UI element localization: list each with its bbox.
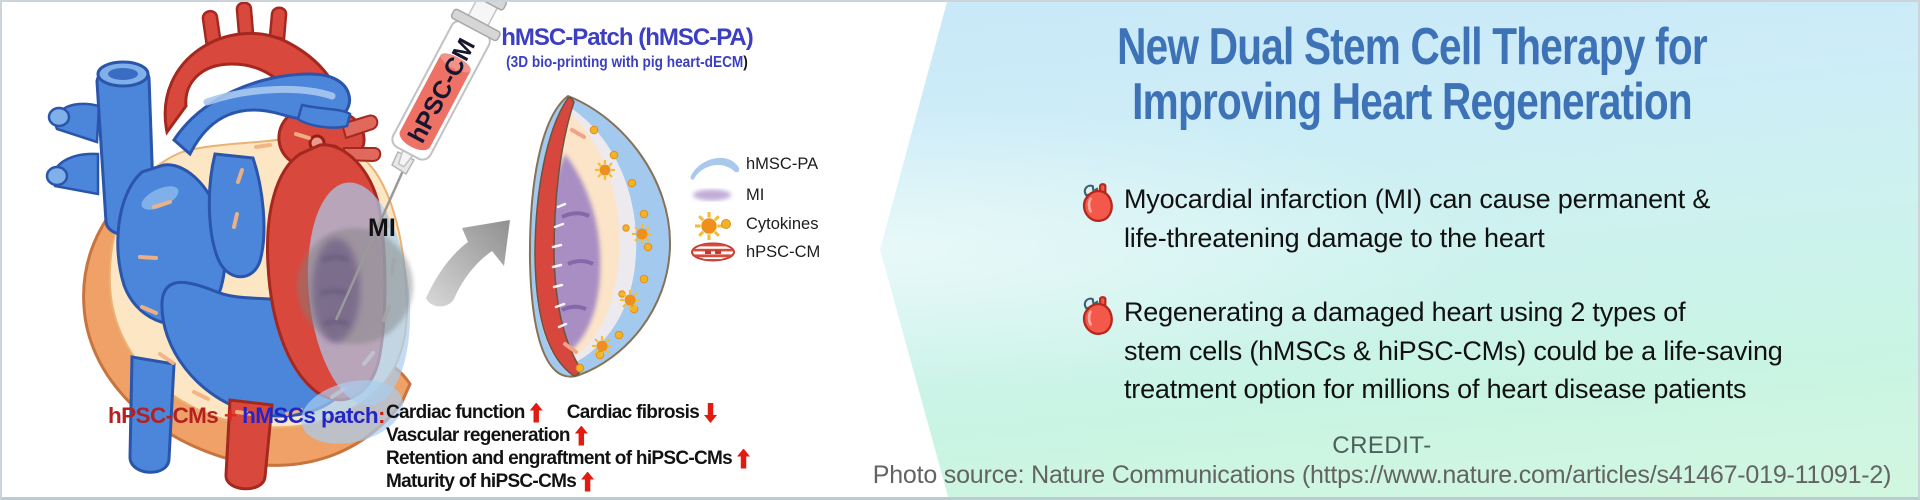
treatment-label: hPSC-CMs + hMSCs patch: bbox=[108, 403, 385, 429]
patch-subheading-suffix: ) bbox=[743, 54, 748, 71]
outcome-label: Cardiac fibrosis bbox=[566, 402, 700, 423]
patch-subheading-main: (3D bio-printing with pig heart-dECM bbox=[506, 54, 744, 71]
down-arrow-icon bbox=[704, 403, 717, 423]
anatomical-heart-icon bbox=[1082, 183, 1113, 222]
legend-icons bbox=[690, 157, 740, 262]
up-arrow-icon bbox=[737, 448, 751, 469]
patch-subheading: (3D bio-printing with pig heart-dECM) bbox=[464, 54, 790, 72]
treatment-label-hmsc: hMSCs patch bbox=[242, 403, 379, 428]
outcome-row: Vascular regeneration bbox=[386, 424, 750, 447]
treatment-label-hpsc: hPSC-CMs bbox=[108, 403, 219, 428]
hpsc-cm-cell-icon bbox=[691, 242, 735, 262]
credit-line: CREDIT- bbox=[1332, 432, 1432, 459]
bullet-text: Myocardial infarction (MI) can cause per… bbox=[1124, 184, 1711, 253]
up-arrow-icon bbox=[574, 425, 588, 446]
bullet-text: Regenerating a damaged heart using 2 typ… bbox=[1124, 297, 1783, 404]
outcome-label: Vascular regeneration bbox=[386, 425, 571, 446]
outcomes-list: Cardiac function Cardiac fibrosis Vascula… bbox=[386, 401, 751, 493]
hmsc-patch-illustration bbox=[528, 95, 672, 378]
page-title-line1: New Dual Stem Cell Therapy for bbox=[1117, 18, 1707, 76]
outcome-row: Cardiac function Cardiac fibrosis bbox=[386, 401, 750, 424]
cytokine-dots bbox=[575, 125, 654, 373]
legend-label-cytokines: Cytokines bbox=[746, 215, 819, 233]
up-arrow-icon bbox=[529, 402, 543, 423]
outcome-label: Cardiac function bbox=[386, 402, 525, 423]
bullet-item-mi-damage: Myocardial infarction (MI) can cause per… bbox=[1080, 180, 1710, 257]
outcome-label: Retention and engraftment of hiPSC-CMs bbox=[386, 448, 733, 469]
legend-label-hpsc-cm: hPSC-CM bbox=[746, 243, 821, 261]
bullet-item-regeneration: Regenerating a damaged heart using 2 typ… bbox=[1080, 293, 1783, 409]
up-arrow-icon bbox=[581, 471, 595, 492]
heart-therapy-illustration: hPSC-CM bbox=[45, 2, 740, 491]
treatment-label-colon: : bbox=[377, 403, 385, 428]
mi-shadow-zone bbox=[297, 228, 413, 344]
mi-blob-icon bbox=[693, 189, 731, 201]
anatomical-heart-icon bbox=[1082, 296, 1113, 335]
transition-arrow-icon bbox=[426, 220, 510, 307]
outcome-row: Maturity of hiPSC-CMs bbox=[386, 470, 750, 493]
page-title: New Dual Stem Cell Therapy for Improving… bbox=[902, 18, 1918, 131]
photo-source-line: Photo source: Nature Communications (htt… bbox=[872, 461, 1892, 489]
outcome-label: Maturity of hiPSC-CMs bbox=[386, 471, 577, 492]
treatment-label-plus: + bbox=[218, 403, 243, 428]
heart-cross-section-illustration bbox=[45, 2, 413, 491]
page-title-line2: Improving Heart Regeneration bbox=[1132, 73, 1692, 131]
cytokines-icon bbox=[693, 210, 731, 242]
hmsc-pa-crescent-icon bbox=[690, 157, 740, 180]
mi-annotation-label: MI bbox=[368, 214, 396, 242]
outcome-row: Retention and engraftment of hiPSC-CMs bbox=[386, 447, 751, 470]
patch-heading: hMSC-Patch (hMSC-PA) bbox=[501, 24, 754, 51]
legend-label-hmsc-pa: hMSC-PA bbox=[746, 155, 819, 173]
legend-label-mi: MI bbox=[746, 186, 765, 204]
